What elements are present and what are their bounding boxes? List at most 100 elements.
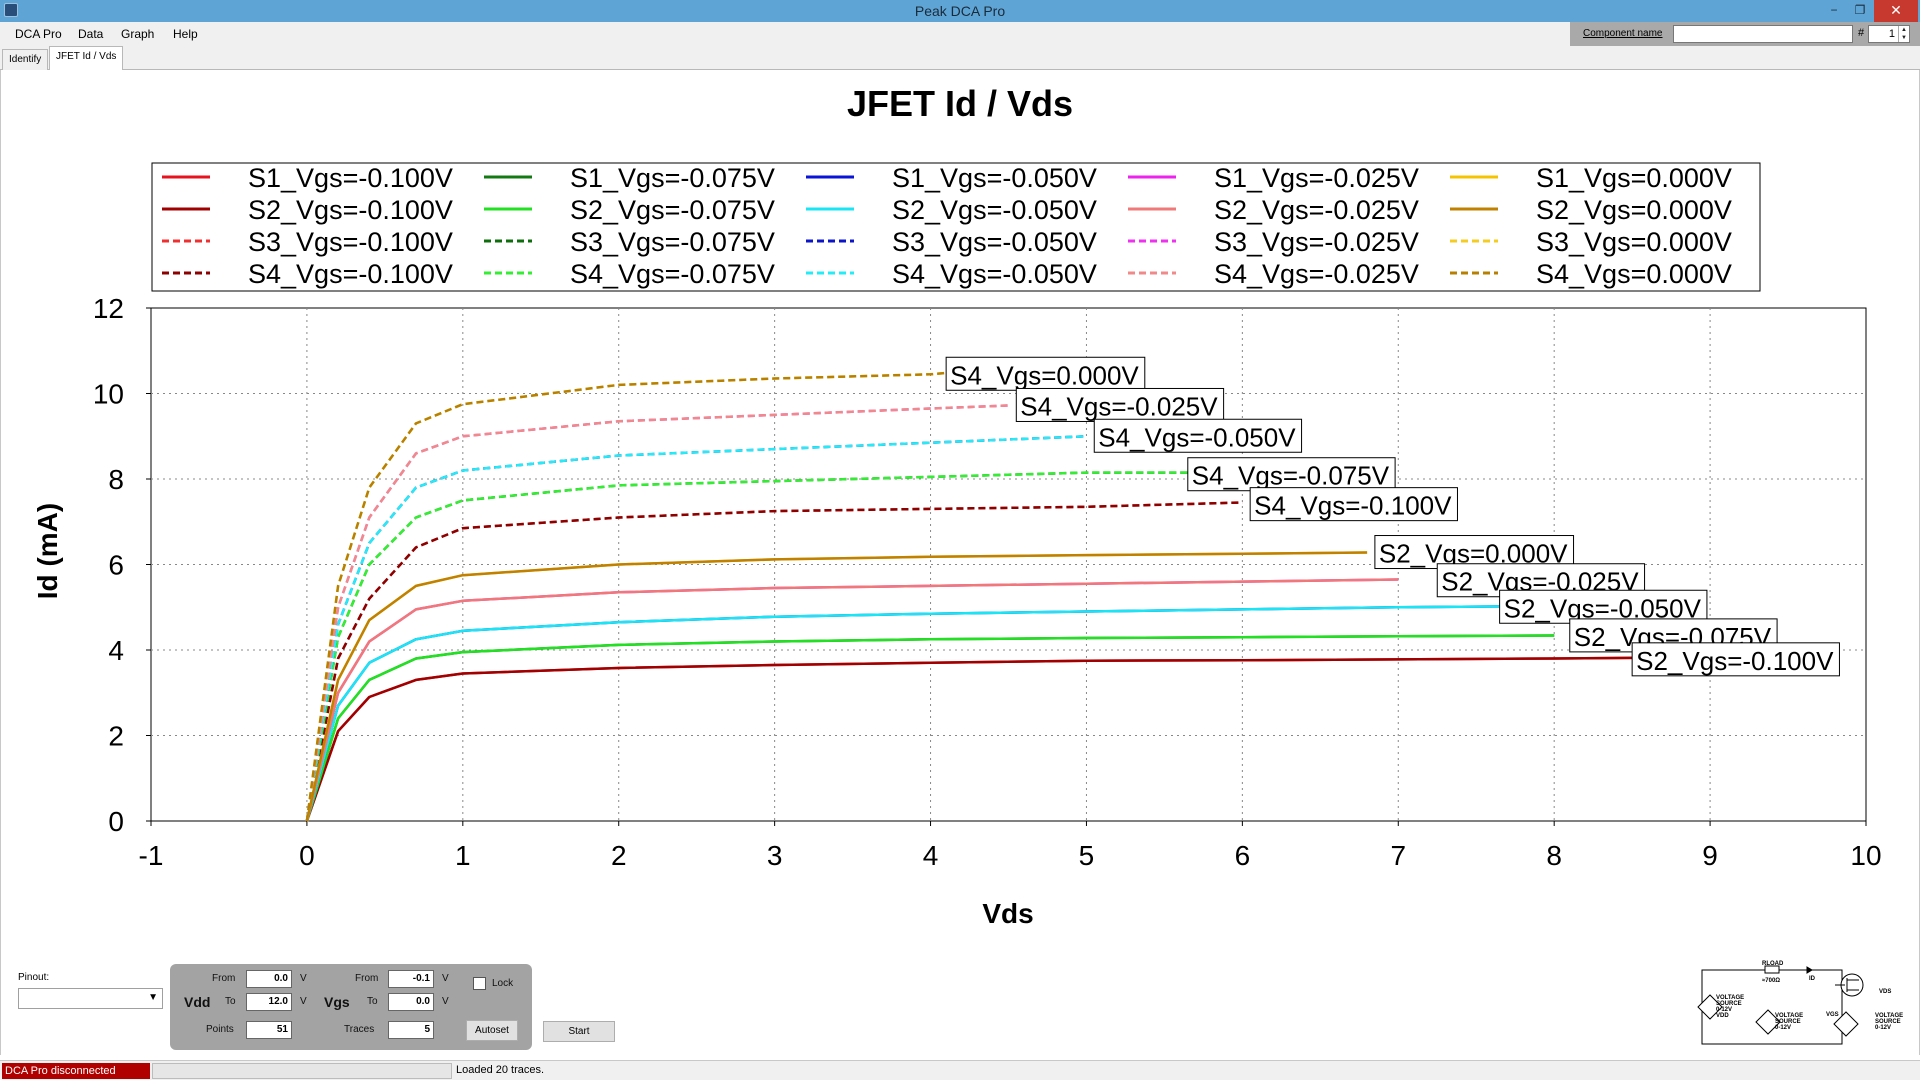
chart-legend: S1_Vgs=-0.100VS2_Vgs=-0.100VS3_Vgs=-0.10… [151, 162, 1761, 292]
annotation-label: S4_Vgs=-0.025V [1015, 387, 1225, 422]
vdd-to-input[interactable]: 12.0 [246, 993, 292, 1011]
pinout-label: Pinout: [18, 972, 50, 983]
x-tick-label: 7 [1390, 840, 1406, 871]
legend-label: S1_Vgs=0.000V [1536, 163, 1732, 193]
src3-line3: 0-12V [1875, 1025, 1891, 1031]
vgs-to-label: To [367, 996, 378, 1007]
vgs-to-input[interactable]: 0.0 [388, 993, 434, 1011]
tab-identify[interactable]: Identify [2, 49, 49, 70]
legend-label: S1_Vgs=-0.050V [892, 163, 1097, 193]
component-number-input[interactable]: 1 [1868, 25, 1910, 43]
lock-checkbox[interactable] [473, 977, 486, 990]
menu-dca-pro[interactable]: DCA Pro [15, 27, 62, 41]
component-name-label[interactable]: Component name [1583, 28, 1663, 39]
src1-line1: VOLTAGE [1716, 995, 1744, 1001]
annotation-box [1093, 418, 1303, 453]
start-button[interactable]: Start [543, 1021, 615, 1042]
annotation-label: S4_Vgs=-0.075V [1187, 457, 1396, 492]
close-button[interactable]: ✕ [1874, 0, 1918, 22]
x-tick-label: 9 [1702, 840, 1718, 871]
x-tick-label: 0 [299, 840, 315, 871]
annotation-label: S4_Vgs=-0.100V [1249, 487, 1458, 522]
chart-annotations: S4_Vgs=0.000VS4_Vgs=-0.025VS4_Vgs=-0.050… [945, 356, 1840, 677]
component-number-spinner[interactable]: ▲ ▼ [1898, 26, 1909, 42]
legend-label: S3_Vgs=-0.075V [570, 227, 775, 257]
vgs-from-input[interactable]: -0.1 [388, 970, 434, 988]
restore-button[interactable]: ❐ [1854, 3, 1866, 17]
id-label: ID [1809, 976, 1816, 982]
src1-line2: SOURCE [1716, 1001, 1742, 1007]
annotation-text: S2_Vgs=-0.100V [1636, 646, 1834, 676]
minimize-button[interactable]: − [1830, 3, 1838, 17]
rload-value: ≈700Ω [1762, 978, 1780, 984]
legend-label: S1_Vgs=-0.075V [570, 163, 775, 193]
legend-label: S2_Vgs=-0.025V [1214, 195, 1419, 225]
vdd-from-label: From [212, 973, 236, 984]
points-input[interactable]: 51 [246, 1021, 292, 1039]
src2-line3: 0-12V [1775, 1025, 1791, 1031]
y-tick-label: 6 [108, 550, 124, 581]
vgs-label: Vgs [324, 994, 350, 1010]
vdd-to-label: To [225, 996, 236, 1007]
chart-series [305, 371, 1648, 822]
annotation-box [1631, 642, 1840, 677]
y-tick-label: 0 [108, 806, 124, 837]
legend-label: S3_Vgs=-0.050V [892, 227, 1097, 257]
src3-line1: VOLTAGE [1875, 1013, 1903, 1019]
y-tick-label: 2 [108, 721, 124, 752]
pinout-select[interactable]: ▼ [18, 988, 163, 1009]
traces-input[interactable]: 5 [388, 1021, 434, 1039]
tab-jfet-id-vds[interactable]: JFET Id / Vds [49, 46, 124, 71]
annotation-label: S4_Vgs=-0.050V [1093, 418, 1303, 453]
component-name-input[interactable] [1673, 25, 1853, 43]
legend-label: S1_Vgs=-0.100V [248, 163, 453, 193]
legend-label: S4_Vgs=-0.075V [570, 259, 775, 289]
y-tick-label: 8 [108, 464, 124, 495]
title-bar: Peak DCA Pro − ❐ ✕ [0, 0, 1920, 22]
x-tick-label: 6 [1235, 840, 1251, 871]
vdd-from-unit: V [300, 973, 307, 984]
vdd-from-input[interactable]: 0.0 [246, 970, 292, 988]
annotation-text: S4_Vgs=-0.025V [1020, 391, 1218, 421]
src1-line3: 0-12V [1716, 1007, 1732, 1013]
legend-label: S4_Vgs=-0.050V [892, 259, 1097, 289]
app-icon[interactable] [4, 3, 18, 17]
legend-label: S2_Vgs=-0.050V [892, 195, 1097, 225]
series-line-S4_Vgs=-0.075V [305, 471, 1196, 822]
vgs-from-unit: V [442, 973, 449, 984]
annotation-label: S2_Vgs=0.000V [1374, 535, 1575, 570]
menu-data[interactable]: Data [78, 27, 104, 41]
x-tick-label: 1 [455, 840, 471, 871]
src1-line4: VDD [1716, 1013, 1729, 1019]
x-tick-label: 4 [923, 840, 939, 871]
src2-line1: VOLTAGE [1775, 1013, 1803, 1019]
annotation-label: S2_Vgs=-0.100V [1631, 642, 1840, 677]
chevron-down-icon[interactable]: ▼ [148, 992, 158, 1003]
lock-label: Lock [492, 978, 514, 989]
points-label: Points [206, 1024, 234, 1035]
traces-label: Traces [344, 1024, 375, 1035]
legend-label: S1_Vgs=-0.025V [1214, 163, 1419, 193]
legend-label: S2_Vgs=-0.075V [570, 195, 775, 225]
status-bar: DCA Pro disconnected Loaded 20 traces. [0, 1060, 1920, 1080]
series-line-S2_Vgs=-0.050V [305, 605, 1508, 822]
x-tick-label: 2 [611, 840, 627, 871]
series-line-S2_Vgs=-0.075V [305, 634, 1555, 822]
menu-help[interactable]: Help [173, 27, 198, 41]
connection-status: DCA Pro disconnected [2, 1063, 150, 1079]
series-line-S2_Vgs=-0.025V [305, 578, 1399, 822]
legend-label: S4_Vgs=-0.025V [1214, 259, 1419, 289]
legend-label: S3_Vgs=-0.025V [1214, 227, 1419, 257]
y-tick-label: 4 [108, 635, 124, 666]
menu-graph[interactable]: Graph [121, 27, 155, 41]
x-tick-label: 3 [767, 840, 783, 871]
sweep-control-panel: From 0.0 V Vdd To 12.0 V Points 51 From … [170, 964, 532, 1050]
annotation-box [1249, 487, 1458, 522]
annotation-label: S2_Vgs=-0.050V [1499, 589, 1708, 624]
annotation-box [1374, 535, 1575, 570]
autoset-button[interactable]: Autoset [466, 1020, 518, 1041]
x-tick-label: 10 [1850, 840, 1881, 871]
status-message: Loaded 20 traces. [456, 1064, 545, 1076]
